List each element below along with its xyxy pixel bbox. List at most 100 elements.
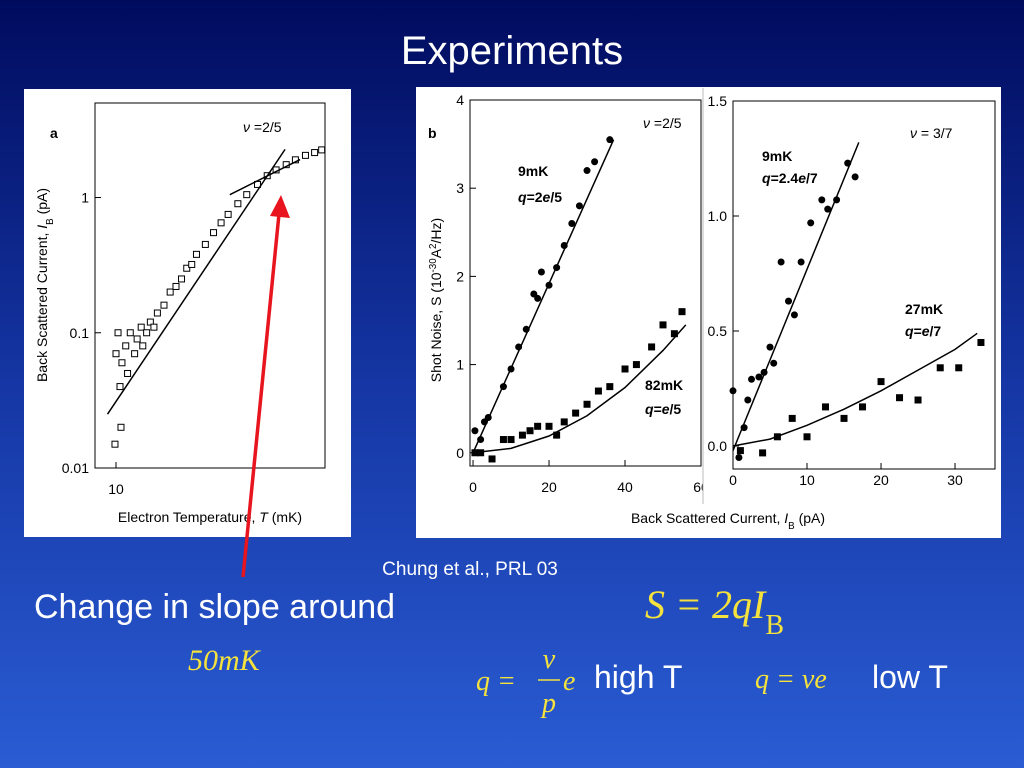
y-axis-label: Shot Noise, S (10-30A2/Hz): [428, 218, 445, 382]
series-name: 9mK: [518, 163, 548, 179]
data-point: [224, 210, 232, 218]
text-part: q: [905, 323, 914, 339]
data-point: [877, 378, 885, 386]
data-point: [560, 418, 568, 426]
y-tick-label: 0: [456, 445, 464, 461]
y-tick-label: 1: [456, 357, 464, 373]
series-label: q=e/7: [905, 323, 941, 339]
text-part: ν: [643, 115, 650, 131]
arrow: [241, 213, 281, 578]
text-part: Electron Temperature,: [118, 509, 259, 525]
panel-a: [24, 89, 351, 537]
data-point: [166, 288, 174, 296]
data-point: [803, 433, 811, 441]
plot-frame: [94, 102, 326, 469]
formula-denominator: p: [540, 688, 556, 719]
data-point: [112, 350, 120, 358]
data-point: [126, 329, 134, 337]
data-point: [818, 196, 826, 204]
data-point: [859, 403, 867, 411]
data-point: [118, 359, 126, 367]
fit-line: [472, 324, 687, 454]
data-point: [131, 350, 139, 358]
formula-lhs: q =: [476, 666, 516, 697]
text-part: =2: [527, 189, 543, 205]
text-part: e: [798, 170, 806, 186]
data-point: [526, 427, 534, 435]
data-point: [518, 431, 526, 439]
data-point: [824, 205, 832, 213]
y-tick-label: 0.0: [708, 438, 728, 454]
data-point: [735, 454, 743, 461]
data-point: [477, 449, 485, 457]
panel-label: a: [50, 125, 58, 141]
fit-line: [106, 148, 286, 415]
data-point: [534, 294, 542, 302]
data-point: [670, 330, 678, 338]
data-point: [122, 342, 130, 350]
panel-label: b: [428, 125, 437, 141]
data-point: [977, 339, 985, 346]
annotation: ν =2/5: [243, 119, 282, 135]
data-point: [770, 359, 778, 367]
data-point: [594, 387, 602, 395]
data-point: [648, 343, 656, 351]
data-point: [488, 455, 496, 463]
data-point: [137, 323, 145, 331]
text-part: I: [34, 225, 50, 229]
text-part: q: [762, 170, 771, 186]
data-point: [759, 449, 767, 457]
text-part: =2/5: [650, 115, 682, 131]
series-name: 82mK: [645, 377, 683, 393]
shot-noise-formula: S = 2qIB: [645, 582, 784, 641]
series-label: q=e/5: [645, 401, 681, 417]
data-point: [840, 414, 848, 422]
x-tick-label: 10: [108, 481, 124, 497]
data-point: [606, 383, 614, 391]
annotation: ν =2/5: [643, 115, 682, 131]
x-axis-label: Back Scattered Current, IB (pA): [631, 510, 825, 532]
data-point: [183, 264, 191, 272]
panel-b-right: [703, 88, 1001, 504]
fit-line: [732, 142, 860, 451]
y-tick-label: 1.0: [708, 208, 728, 224]
slide-title: Experiments: [401, 29, 623, 73]
data-point: [534, 422, 542, 430]
data-point: [117, 423, 125, 431]
data-point: [172, 282, 180, 290]
text-part: =: [654, 401, 662, 417]
text-part: I: [784, 510, 788, 526]
low-t-formula: q = νe: [755, 664, 827, 695]
data-point: [311, 149, 319, 157]
formula-numerator: ν: [543, 644, 556, 675]
data-point: [499, 436, 507, 444]
low-t-label: low T: [872, 659, 948, 695]
text-part: /5: [550, 189, 562, 205]
text-part: B: [788, 521, 795, 532]
data-point: [471, 427, 479, 435]
data-point: [748, 375, 756, 383]
fit-line: [229, 158, 301, 196]
data-point: [583, 167, 591, 175]
text-part: =2.4: [771, 170, 799, 186]
data-point: [243, 191, 251, 199]
data-point: [736, 447, 744, 455]
text-part: =2/5: [250, 119, 282, 135]
data-point: [790, 311, 798, 319]
text-part: Shot Noise, S (10: [428, 272, 444, 382]
text-part: Back Scattered Current,: [631, 510, 784, 526]
fit-line: [472, 139, 615, 454]
data-point: [318, 146, 326, 154]
data-point: [146, 318, 154, 326]
high-t-label: high T: [594, 659, 682, 695]
citation: Chung et al., PRL 03: [382, 559, 558, 580]
data-point: [143, 329, 151, 337]
caption: Change in slope around: [34, 588, 395, 626]
data-point: [210, 229, 218, 237]
y-tick-label: 1: [81, 190, 89, 206]
text-part: B: [765, 610, 784, 641]
data-point: [606, 136, 614, 144]
text-part: Back Scattered Current,: [34, 229, 50, 382]
